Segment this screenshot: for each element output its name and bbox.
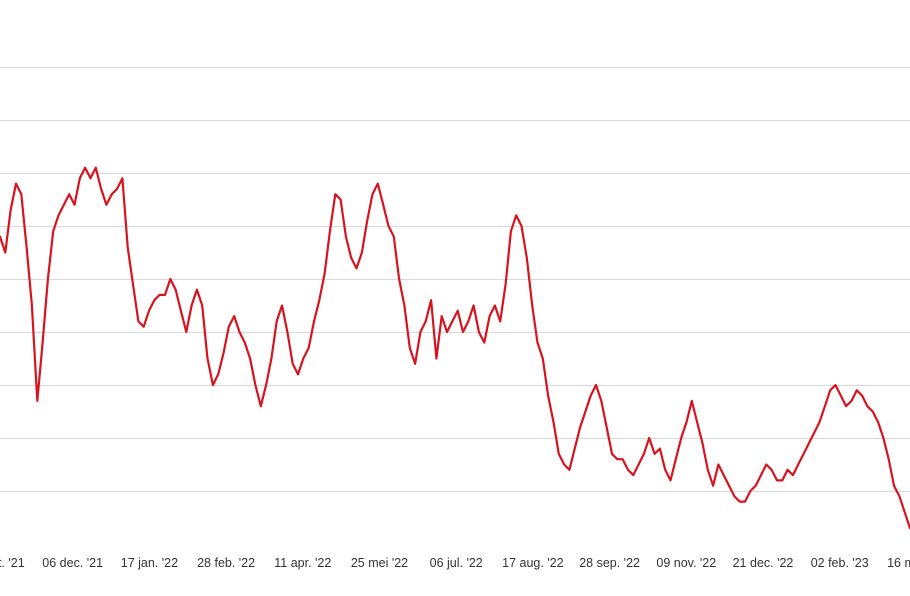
x-tick-label: 16 mrt. '23: [887, 556, 910, 570]
x-tick-label: 25 mei '22: [351, 556, 408, 570]
x-tick-label: 06 jul. '22: [430, 556, 483, 570]
series-layer: [0, 166, 910, 530]
grid-lines: [0, 67, 910, 492]
x-tick-label: 09 nov. '22: [656, 556, 716, 570]
x-axis-tick-labels: 25 okt. '21 06 dec. '21 17 jan. '22 28 feb.…: [0, 556, 910, 570]
x-tick-label: 28 sep. '22: [579, 556, 640, 570]
x-tick-label: 25 okt. '21: [0, 556, 25, 570]
x-tick-label: 11 apr. '22: [274, 556, 331, 570]
x-tick-label: 06 dec. '21: [42, 556, 103, 570]
x-tick-label: 17 jan. '22: [121, 556, 178, 570]
x-tick-label: 17 aug. '22: [502, 556, 564, 570]
x-tick-label: 02 feb. '23: [811, 556, 869, 570]
x-tick-label: 21 dec. '22: [733, 556, 794, 570]
series-line: [0, 166, 910, 530]
x-tick-label: 28 feb. '22: [197, 556, 255, 570]
